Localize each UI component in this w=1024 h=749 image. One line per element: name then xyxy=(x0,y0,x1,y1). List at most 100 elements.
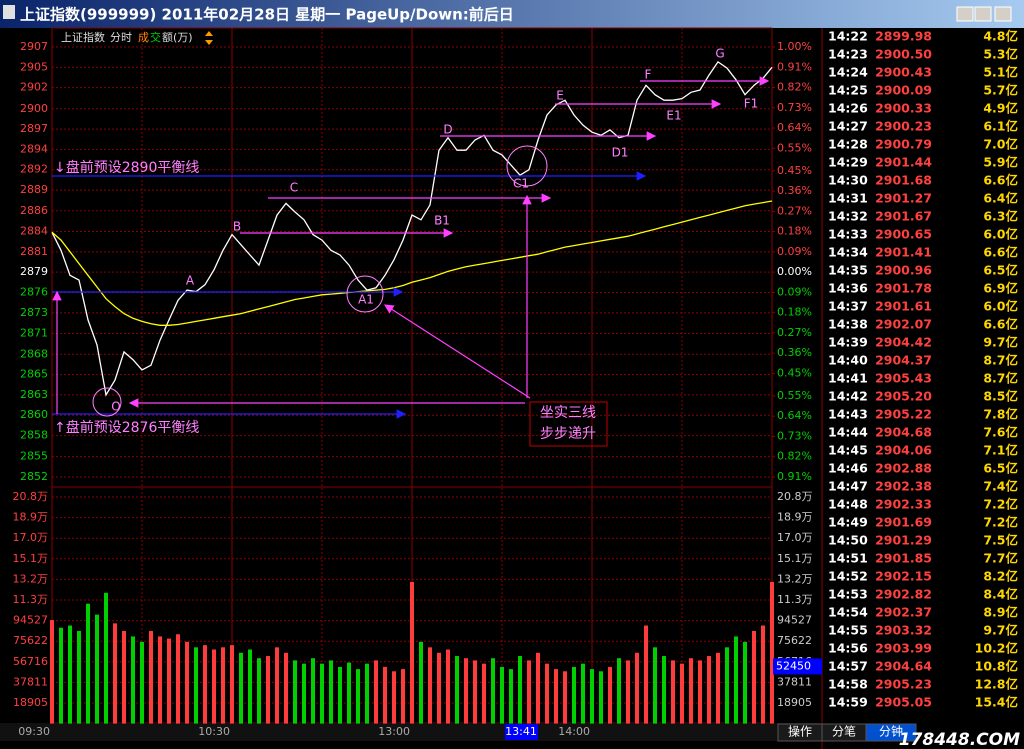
row-price: 2902.82 xyxy=(875,587,932,602)
volume-bar xyxy=(554,669,558,724)
point-label: A1 xyxy=(358,293,374,307)
y2-tick-label: 0.73% xyxy=(777,429,812,442)
volume-bar xyxy=(491,658,495,724)
y-tick-label: 2907 xyxy=(20,40,48,53)
row-price: 2901.61 xyxy=(875,299,932,314)
volume-bar xyxy=(545,663,549,724)
volume-bar xyxy=(707,656,711,724)
row-volume: 6.6亿 xyxy=(983,317,1018,332)
volume-tick-label: 13.2万 xyxy=(777,572,813,585)
volume-tick-label: 18.9万 xyxy=(13,511,49,524)
y2-tick-label: 0.91% xyxy=(777,60,812,73)
row-volume: 6.4亿 xyxy=(983,191,1018,206)
volume-bar xyxy=(338,666,342,724)
time-axis-bar xyxy=(0,723,822,741)
row-time: 14:33 xyxy=(828,227,868,242)
close-button[interactable] xyxy=(994,6,1012,22)
volume-bar xyxy=(320,663,324,724)
point-label: F xyxy=(645,68,652,82)
row-price: 2900.09 xyxy=(875,83,932,98)
volume-bar xyxy=(725,647,729,724)
y-tick-label: 2889 xyxy=(20,183,48,196)
row-price: 2905.20 xyxy=(875,389,932,404)
watermark: 178448.COM xyxy=(899,730,1020,749)
row-time: 14:43 xyxy=(828,407,868,422)
row-volume: 9.7亿 xyxy=(983,335,1018,350)
row-price: 2904.68 xyxy=(875,425,932,440)
y2-tick-label: 0.64% xyxy=(777,121,812,134)
row-time: 14:27 xyxy=(828,119,868,134)
row-time: 14:59 xyxy=(828,695,868,710)
tab-label[interactable]: 分笔 xyxy=(832,724,856,739)
volume-bar xyxy=(347,662,351,724)
volume-tick-label: 75622 xyxy=(13,634,48,647)
volume-bar xyxy=(536,652,540,724)
price-line xyxy=(51,200,773,326)
row-price: 2902.38 xyxy=(875,479,932,494)
y2-tick-label: 0.64% xyxy=(777,409,812,422)
volume-bar xyxy=(203,645,207,724)
annotation-circle xyxy=(92,387,122,417)
point-label: G xyxy=(715,47,724,61)
volume-bar xyxy=(581,663,585,724)
volume-bar xyxy=(185,641,189,724)
minimize-button[interactable] xyxy=(956,6,974,22)
point-label: C xyxy=(290,181,298,195)
point-label: D xyxy=(443,123,452,137)
volume-bar xyxy=(77,630,81,724)
y2-tick-label: 0.27% xyxy=(777,204,812,217)
row-price: 2901.44 xyxy=(875,155,932,170)
row-price: 2904.64 xyxy=(875,659,932,674)
volume-bar xyxy=(617,658,621,724)
volume-bar xyxy=(149,630,153,724)
volume-bar xyxy=(446,649,450,724)
row-time: 14:24 xyxy=(828,65,868,80)
sort-icon[interactable] xyxy=(205,31,213,45)
volume-bar xyxy=(401,669,405,724)
annotation-note: ↓盘前预设2890平衡线 xyxy=(54,159,199,176)
row-price: 2901.69 xyxy=(875,515,932,530)
volume-bar xyxy=(734,636,738,724)
volume-bar xyxy=(626,660,630,724)
y2-tick-label: 0.55% xyxy=(777,141,812,154)
volume-bar xyxy=(428,647,432,724)
row-volume: 6.5亿 xyxy=(983,263,1018,278)
volume-tick-label: 75622 xyxy=(777,634,812,647)
row-price: 2905.43 xyxy=(875,371,932,386)
y-tick-label: 2865 xyxy=(20,368,48,381)
annotation-circle xyxy=(506,145,548,187)
volume-tick-label: 15.1万 xyxy=(13,552,49,565)
row-volume: 7.1亿 xyxy=(983,443,1018,458)
volume-tick-label: 18905 xyxy=(777,696,812,709)
volume-tick-label: 13.2万 xyxy=(13,572,49,585)
volume-bar xyxy=(599,671,603,724)
row-time: 14:31 xyxy=(828,191,868,206)
row-price: 2900.43 xyxy=(875,65,932,80)
y2-tick-label: 0.09% xyxy=(777,285,812,298)
price-line xyxy=(51,60,773,397)
row-time: 14:44 xyxy=(828,425,868,440)
annotation-note: ↑盘前预设2876平衡线 xyxy=(54,419,199,436)
row-price: 2905.05 xyxy=(875,695,932,710)
volume-bar xyxy=(689,658,693,724)
volume-bar xyxy=(761,625,765,724)
restore-button[interactable] xyxy=(974,6,992,22)
row-volume: 5.7亿 xyxy=(983,83,1018,98)
row-price: 2902.88 xyxy=(875,461,932,476)
row-volume: 6.1亿 xyxy=(983,119,1018,134)
y2-tick-label: 0.09% xyxy=(777,245,812,258)
tab[interactable] xyxy=(865,723,917,742)
tab-label[interactable]: 操作 xyxy=(788,724,812,739)
volume-bar xyxy=(266,656,270,724)
row-price: 2903.32 xyxy=(875,623,932,638)
volume-bar xyxy=(104,592,108,724)
y2-tick-label: 1.00% xyxy=(777,40,812,53)
tab-label[interactable]: 分钟 xyxy=(879,724,903,739)
volume-bar xyxy=(473,660,477,724)
y2-tick-label: 0.82% xyxy=(777,450,812,463)
row-time: 14:50 xyxy=(828,533,868,548)
volume-bar xyxy=(248,649,252,724)
row-price: 2904.06 xyxy=(875,443,932,458)
row-price: 2902.33 xyxy=(875,497,932,512)
y-tick-label: 2902 xyxy=(20,81,48,94)
